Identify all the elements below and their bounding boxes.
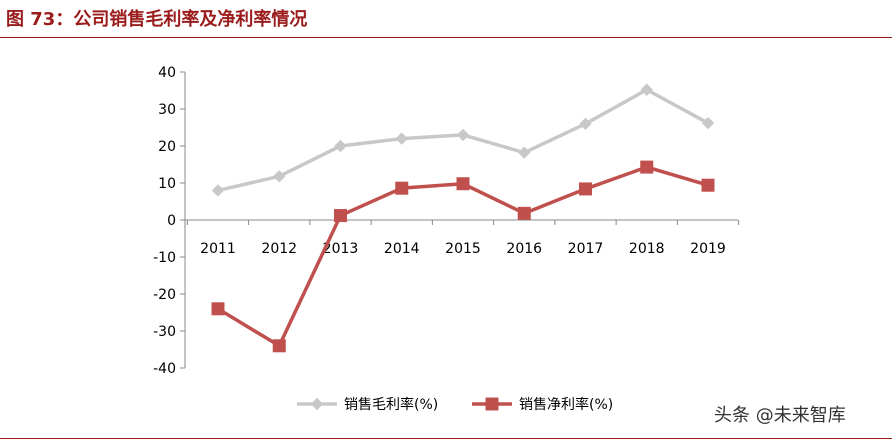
- figure-title: 图 73：公司销售毛利率及净利率情况: [6, 9, 308, 30]
- y-tick-label: -10: [153, 250, 176, 266]
- x-tick-label: 2019: [690, 241, 726, 257]
- series-2-point: [272, 339, 286, 353]
- y-tick-label: 0: [167, 213, 176, 229]
- x-tick-label: 2014: [384, 241, 420, 257]
- series-2-point: [395, 181, 409, 195]
- series-1-point: [701, 116, 715, 130]
- series-2-point: [701, 178, 715, 192]
- y-tick-label: 30: [158, 102, 176, 118]
- series-1-point: [273, 170, 286, 183]
- series-1-point: [211, 184, 225, 197]
- watermark: 头条 @未来智库: [714, 405, 846, 426]
- bottom-rule: [0, 438, 892, 439]
- series-1-point: [334, 139, 347, 153]
- series-1-point: [579, 117, 592, 131]
- series-2-point: [579, 182, 592, 196]
- series-2-point: [456, 177, 470, 191]
- legend-label-1: 销售毛利率(%): [344, 396, 438, 413]
- legend-marker-1: [310, 397, 324, 411]
- legend-label-2: 销售净利率(%): [519, 396, 613, 413]
- series-1-point: [395, 132, 408, 145]
- legend-marker-2: [485, 397, 499, 411]
- series-2-point: [334, 209, 347, 223]
- y-tick-label: -30: [153, 324, 176, 340]
- x-tick-label: 2018: [629, 241, 665, 257]
- title-rule: [0, 37, 892, 38]
- y-tick-label: -40: [153, 361, 176, 377]
- series-1-point: [640, 83, 653, 96]
- series-2-point: [211, 302, 225, 316]
- x-tick-label: 2017: [568, 241, 604, 257]
- x-tick-label: 2015: [445, 241, 481, 257]
- y-tick-label: 10: [158, 176, 176, 192]
- y-tick-label: -20: [153, 287, 176, 303]
- x-tick-label: 2013: [323, 241, 359, 257]
- series-2-point: [640, 160, 654, 174]
- x-tick-label: 2011: [200, 241, 236, 257]
- series-1-point: [456, 128, 470, 142]
- series-1-point: [518, 146, 531, 159]
- x-tick-label: 2016: [506, 241, 542, 257]
- series-2-point: [517, 206, 531, 220]
- y-tick-label: 20: [158, 139, 176, 155]
- y-tick-label: 40: [158, 65, 176, 81]
- x-tick-label: 2012: [261, 241, 297, 257]
